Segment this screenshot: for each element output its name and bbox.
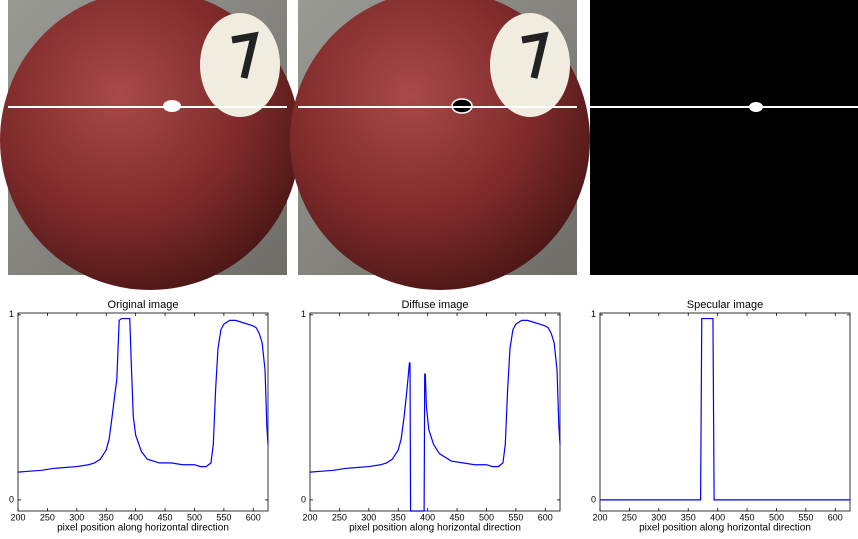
diffuse-photo	[290, 0, 590, 290]
x-tick-label: 300	[361, 512, 376, 522]
data-line	[600, 317, 850, 501]
x-tick-label: 200	[302, 512, 317, 522]
chart-title: Original image	[108, 299, 179, 311]
chart-title: Specular image	[687, 299, 763, 311]
x-tick-label: 550	[508, 512, 523, 522]
x-tick-label: 400	[128, 512, 143, 522]
x-tick-label: 600	[538, 512, 553, 522]
y-tick-label: 1	[9, 309, 14, 319]
x-tick-label: 250	[332, 512, 347, 522]
x-tick-label: 250	[40, 512, 55, 522]
x-axis-label: pixel position along horizontal directio…	[639, 523, 811, 534]
data-line	[17, 317, 269, 473]
chart-title: Diffuse image	[401, 299, 468, 311]
x-tick-label: 200	[10, 512, 25, 522]
x-tick-label: 300	[69, 512, 84, 522]
original-photo	[0, 0, 300, 290]
x-tick-label: 400	[710, 512, 725, 522]
x-tick-label: 500	[769, 512, 784, 522]
x-tick-label: 450	[158, 512, 173, 522]
x-tick-label: 350	[681, 512, 696, 522]
plot-frame	[309, 312, 561, 512]
x-tick-label: 600	[246, 512, 261, 522]
x-tick-label: 350	[99, 512, 114, 522]
x-axis-label: pixel position along horizontal directio…	[57, 523, 229, 534]
x-tick-label: 200	[592, 512, 607, 522]
y-tick-label: 1	[591, 309, 596, 319]
y-tick-label: 0	[301, 494, 306, 504]
y-tick-label: 0	[9, 494, 14, 504]
x-axis-label: pixel position along horizontal directio…	[349, 523, 521, 534]
plot-frame	[599, 312, 851, 512]
data-line	[309, 319, 561, 512]
y-tick-label: 1	[301, 309, 306, 319]
x-tick-label: 600	[828, 512, 843, 522]
x-tick-label: 350	[391, 512, 406, 522]
x-tick-label: 500	[187, 512, 202, 522]
y-tick-label: 0	[591, 494, 596, 504]
plot-frame	[17, 312, 269, 512]
x-tick-label: 550	[798, 512, 813, 522]
x-tick-label: 400	[420, 512, 435, 522]
x-tick-label: 300	[651, 512, 666, 522]
x-tick-label: 250	[622, 512, 637, 522]
specular-photo	[590, 0, 858, 275]
x-tick-label: 500	[479, 512, 494, 522]
x-tick-label: 450	[740, 512, 755, 522]
x-tick-label: 450	[450, 512, 465, 522]
x-tick-label: 550	[216, 512, 231, 522]
